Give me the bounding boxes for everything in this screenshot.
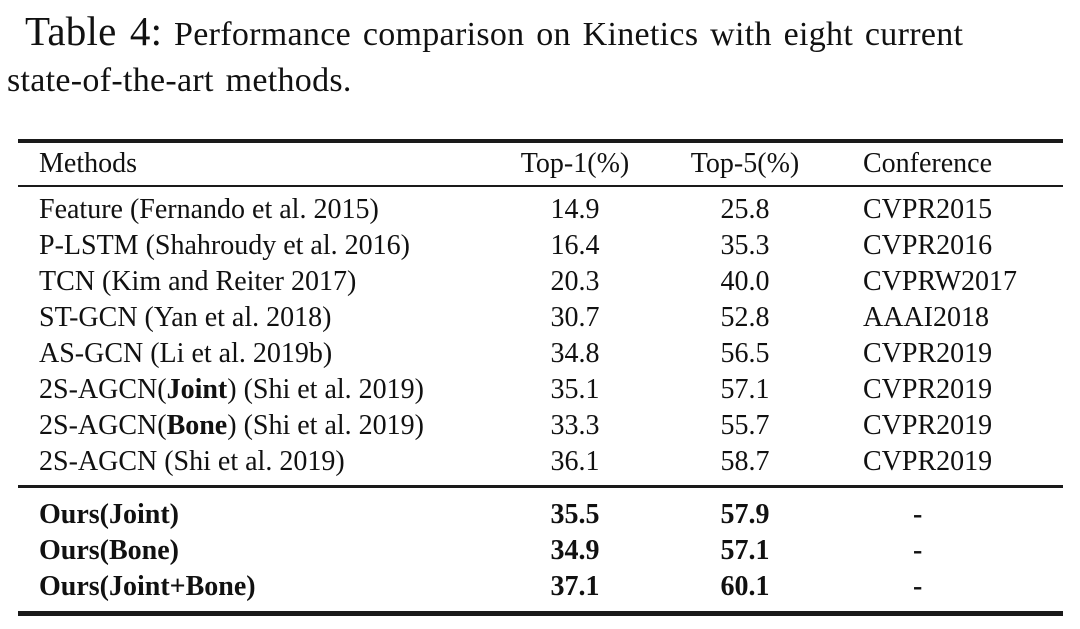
method-text: Ours(Joint+Bone)	[39, 571, 256, 602]
method-cell: Feature (Fernando et al. 2015)	[18, 194, 478, 226]
caption-label: Table 4:	[25, 8, 163, 54]
top1-cell: 37.1	[550, 571, 600, 602]
conference-cell: CVPR2019	[863, 338, 993, 369]
method-cell: 2S-AGCN(Joint) (Shi et al. 2019)	[18, 374, 478, 406]
top1-cell: 33.3	[550, 410, 600, 441]
top1-cell: 35.1	[550, 374, 600, 405]
method-cell: TCN (Kim and Reiter 2017)	[18, 266, 478, 298]
top1-cell: 30.7	[550, 302, 600, 333]
top1-cell: 34.9	[550, 535, 600, 566]
top5-cell: 57.9	[720, 499, 770, 530]
performance-table: Methods Top-1(%) Top-5(%) Conference Fea…	[18, 139, 1063, 616]
column-header-conference: Conference	[863, 148, 993, 179]
table-row: Ours(Joint+Bone) 37.1 60.1 -	[18, 569, 1063, 605]
conference-cell: CVPR2019	[863, 446, 993, 477]
method-text: P-LSTM (Shahroudy et al. 2016)	[39, 230, 410, 261]
table-row: ST-GCN (Yan et al. 2018) 30.7 52.8 AAAI2018	[18, 300, 1063, 336]
top1-cell: 34.8	[550, 338, 600, 369]
method-cell: 2S-AGCN(Bone) (Shi et al. 2019)	[18, 410, 478, 442]
method-text: ST-GCN (Yan et al. 2018)	[39, 302, 332, 333]
column-header-top5: Top-5(%)	[690, 148, 800, 179]
caption-text-2: state-of-the-art methods.	[7, 62, 352, 99]
conference-cell: CVPR2016	[863, 230, 993, 261]
table-body-sota: Feature (Fernando et al. 2015) 14.9 25.8 CV…	[18, 187, 1063, 485]
table-body-ours: Ours(Joint) 35.5 57.9- Ours(Bone) 34.9 57.1- O…	[18, 488, 1063, 611]
method-text: 2S-AGCN(	[39, 374, 167, 405]
top5-cell: 56.5	[720, 338, 770, 369]
top5-cell: 52.8	[720, 302, 770, 333]
top5-cell: 57.1	[720, 535, 770, 566]
top1-cell: 36.1	[550, 446, 600, 477]
top5-cell: 58.7	[720, 446, 770, 477]
table-row: Ours(Joint) 35.5 57.9 -	[18, 497, 1063, 533]
method-text: ) (Shi et al. 2019)	[227, 374, 424, 405]
method-text: Bone	[166, 410, 228, 441]
table-bottom-rule	[18, 611, 1063, 616]
conference-cell: AAAI2018	[863, 302, 989, 333]
method-text: 2S-AGCN (Shi et al. 2019)	[39, 446, 345, 477]
table-row: Ours(Bone) 34.9 57.1 -	[18, 533, 1063, 569]
top1-cell: 20.3	[550, 266, 600, 297]
table-row: AS-GCN (Li et al. 2019b) 34.8 56.5 CVPR2019	[18, 336, 1063, 372]
table-row: 2S-AGCN (Shi et al. 2019) 36.1 58.7 CVPR201…	[18, 444, 1063, 480]
conference-cell: CVPR2019	[863, 374, 993, 405]
method-text: Joint	[166, 374, 228, 405]
column-header-methods: Methods	[39, 148, 137, 179]
caption-text-1: Performance comparison on Kinetics with …	[174, 16, 964, 53]
table-row: TCN (Kim and Reiter 2017) 20.3 40.0 CVPRW20…	[18, 264, 1063, 300]
method-text: ) (Shi et al. 2019)	[227, 410, 424, 441]
conference-cell: CVPR2015	[863, 194, 993, 225]
conference-cell: -	[913, 571, 923, 602]
conference-cell: CVPR2019	[863, 410, 993, 441]
table-row: 2S-AGCN(Bone) (Shi et al. 2019) 33.3 55.7 C…	[18, 408, 1063, 444]
top1-cell: 16.4	[550, 230, 600, 261]
table-row: P-LSTM (Shahroudy et al. 2016) 16.4 35.3 CV…	[18, 228, 1063, 264]
method-cell: AS-GCN (Li et al. 2019b)	[18, 338, 478, 370]
top1-cell: 35.5	[550, 499, 600, 530]
conference-cell: CVPRW2017	[863, 266, 1018, 297]
method-text: Ours(Bone)	[39, 535, 179, 566]
method-cell: Ours(Joint+Bone)	[18, 571, 478, 603]
method-text: Ours(Joint)	[39, 499, 179, 530]
table-row: Feature (Fernando et al. 2015) 14.9 25.8 CV…	[18, 192, 1063, 228]
table-caption: Table 4: Performance comparison on Kinet…	[0, 8, 1070, 104]
method-cell: 2S-AGCN (Shi et al. 2019)	[18, 446, 478, 478]
method-cell: Ours(Joint)	[18, 499, 478, 531]
column-header-top1: Top-1(%)	[520, 148, 630, 179]
method-cell: Ours(Bone)	[18, 535, 478, 567]
method-text: TCN (Kim and Reiter 2017)	[39, 266, 357, 297]
conference-cell: -	[913, 535, 923, 566]
top5-cell: 55.7	[720, 410, 770, 441]
top5-cell: 25.8	[720, 194, 770, 225]
method-cell: P-LSTM (Shahroudy et al. 2016)	[18, 230, 478, 262]
table-header-row: Methods Top-1(%) Top-5(%) Conference	[18, 143, 1063, 185]
caption-line-1: Table 4: Performance comparison on Kinet…	[0, 8, 1070, 58]
table-row: 2S-AGCN(Joint) (Shi et al. 2019) 35.1 57.1…	[18, 372, 1063, 408]
method-text: 2S-AGCN(	[39, 410, 167, 441]
header-separator-rule	[18, 185, 1063, 187]
top5-cell: 57.1	[720, 374, 770, 405]
table-top-rule	[18, 139, 1063, 143]
top5-cell: 35.3	[720, 230, 770, 261]
top5-cell: 40.0	[720, 266, 770, 297]
caption-line-2: state-of-the-art methods.	[0, 58, 1070, 104]
method-text: AS-GCN (Li et al. 2019b)	[39, 338, 333, 369]
conference-cell: -	[913, 499, 923, 530]
top1-cell: 14.9	[550, 194, 600, 225]
method-text: Feature (Fernando et al. 2015)	[39, 194, 379, 225]
top5-cell: 60.1	[720, 571, 770, 602]
group-separator-rule	[18, 485, 1063, 488]
method-cell: ST-GCN (Yan et al. 2018)	[18, 302, 478, 334]
